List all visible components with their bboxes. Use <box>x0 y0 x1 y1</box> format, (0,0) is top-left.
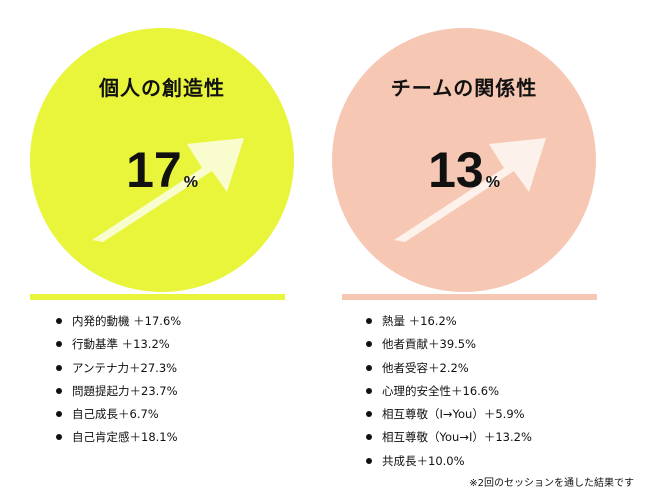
list-item: 相互尊敬（You→I）＋13.2% <box>366 426 532 449</box>
list-item-label: 相互尊敬（You→I）＋13.2% <box>382 430 532 445</box>
list-item-label: 心理的安全性＋16.6% <box>382 383 500 398</box>
list-item-label: アンテナ力＋27.3% <box>72 360 178 375</box>
list-item: 行動基準 ＋13.2% <box>56 333 181 356</box>
list-item-label: 共成長＋10.0% <box>382 453 465 468</box>
list-item: 共成長＋10.0% <box>366 450 532 473</box>
creativity-panel: 個人の創造性 17% 内発的動機 ＋17.6% 行動基準 ＋13.2% アンテナ… <box>0 0 300 492</box>
relationship-percent-unit: % <box>485 174 500 191</box>
relationship-list: 熱量 ＋16.2% 他者貢献＋39.5% 他者受容＋2.2% 心理的安全性＋16… <box>366 310 532 473</box>
bullet-icon <box>366 364 372 371</box>
list-item: 内発的動機 ＋17.6% <box>56 310 181 333</box>
up-arrow-icon <box>394 138 546 242</box>
list-item-label: 他者受容＋2.2% <box>382 360 469 375</box>
relationship-panel: チームの関係性 13% 熱量 ＋16.2% 他者貢献＋39.5% 他者受容＋2.… <box>320 0 620 492</box>
relationship-circle: チームの関係性 13% <box>332 28 596 292</box>
footnote: ※2回のセッションを通した結果です <box>469 478 634 489</box>
bullet-icon <box>56 387 62 394</box>
bullet-icon <box>366 434 372 441</box>
relationship-percent-value: 13 <box>428 142 484 198</box>
up-arrow-icon <box>92 138 244 242</box>
relationship-percent: 13% <box>332 140 596 200</box>
list-item-label: 問題提起力＋23.7% <box>72 383 178 398</box>
list-item: アンテナ力＋27.3% <box>56 357 181 380</box>
creativity-list: 内発的動機 ＋17.6% 行動基準 ＋13.2% アンテナ力＋27.3% 問題提… <box>56 310 181 450</box>
list-item: 問題提起力＋23.7% <box>56 380 181 403</box>
list-item-label: 熱量 ＋16.2% <box>382 314 457 328</box>
list-item: 自己成長＋6.7% <box>56 403 181 426</box>
creativity-percent: 17% <box>30 140 294 200</box>
creativity-percent-unit: % <box>183 174 198 191</box>
bullet-icon <box>56 318 62 324</box>
list-item: 熱量 ＋16.2% <box>366 310 532 333</box>
bullet-icon <box>56 341 62 348</box>
bullet-icon <box>56 411 62 418</box>
bullet-icon <box>56 434 62 441</box>
bullet-icon <box>56 364 62 371</box>
creativity-divider <box>30 294 285 300</box>
creativity-title: 個人の創造性 <box>99 76 225 100</box>
list-item: 心理的安全性＋16.6% <box>366 380 532 403</box>
list-item-label: 自己成長＋6.7% <box>72 407 159 422</box>
list-item: 他者貢献＋39.5% <box>366 333 532 356</box>
bullet-icon <box>366 318 372 324</box>
list-item: 自己肯定感＋18.1% <box>56 426 181 449</box>
bullet-icon <box>366 387 372 394</box>
list-item-label: 自己肯定感＋18.1% <box>72 430 178 445</box>
list-item-label: 他者貢献＋39.5% <box>382 337 477 352</box>
relationship-title: チームの関係性 <box>390 76 538 100</box>
bullet-icon <box>366 457 372 464</box>
list-item: 相互尊敬（I→You）＋5.9% <box>366 403 532 426</box>
list-item-label: 行動基準 ＋13.2% <box>72 337 170 352</box>
relationship-divider <box>342 294 597 300</box>
creativity-percent-value: 17 <box>126 142 182 198</box>
list-item: 他者受容＋2.2% <box>366 357 532 380</box>
creativity-circle: 個人の創造性 17% <box>30 28 294 292</box>
bullet-icon <box>366 411 372 418</box>
list-item-label: 相互尊敬（I→You）＋5.9% <box>382 407 525 422</box>
bullet-icon <box>366 341 372 348</box>
list-item-label: 内発的動機 ＋17.6% <box>72 314 182 328</box>
